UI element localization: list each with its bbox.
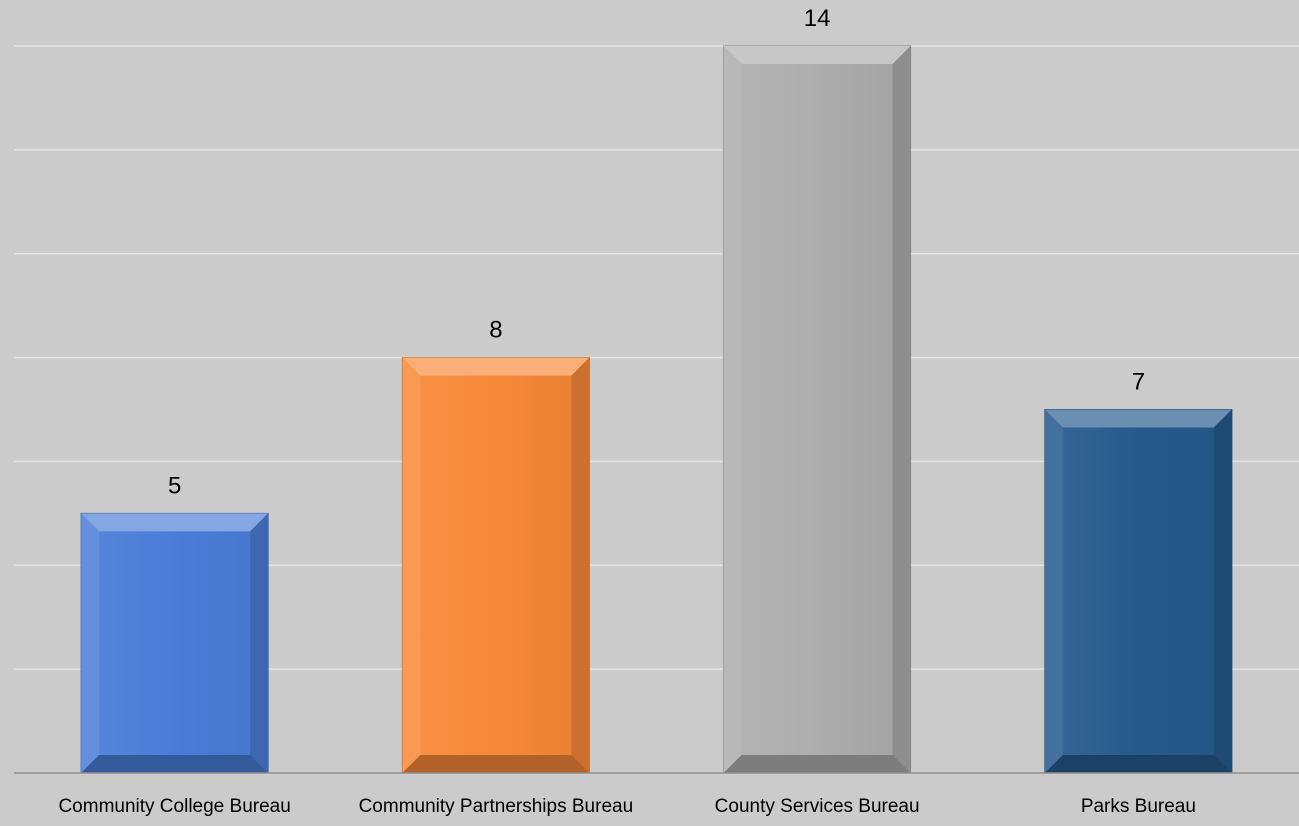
bar-bevel-bottom	[723, 755, 911, 773]
bar-body	[723, 45, 912, 774]
bar-bevel-top	[402, 357, 590, 376]
bar-bevel-right	[250, 513, 269, 773]
bar-bevel-top	[723, 46, 911, 64]
bar-bevel-right	[571, 357, 590, 773]
data-label: 5	[168, 472, 181, 499]
data-labels: 5 8 14 7	[168, 5, 1145, 499]
bar-bevel-left	[81, 513, 100, 773]
category-label: Parks Bureau	[1081, 796, 1196, 817]
bar-bevel-right	[1213, 409, 1232, 773]
category-label: Community Partnerships Bureau	[359, 796, 634, 817]
bar-bevel-bottom	[81, 755, 269, 773]
data-label: 8	[489, 317, 502, 344]
bar-3	[723, 45, 912, 774]
bar-4	[1044, 409, 1233, 774]
bar-bevel-left	[1044, 409, 1063, 773]
data-label: 7	[1132, 369, 1145, 396]
bar-body	[80, 512, 269, 774]
category-label: County Services Bureau	[715, 796, 920, 817]
bar-2	[401, 357, 590, 774]
bar-body	[1044, 409, 1233, 774]
bar-bevel-left	[723, 46, 742, 773]
bars	[80, 45, 1233, 774]
bar-bevel-bottom	[402, 755, 590, 773]
bar-bevel-right	[892, 46, 911, 773]
bar-body	[401, 357, 590, 774]
bar-bevel-top	[1044, 409, 1232, 428]
bar-bevel-top	[81, 513, 269, 532]
bar-bevel-bottom	[1044, 755, 1232, 773]
bar-bevel-left	[402, 357, 421, 773]
bar-1	[80, 512, 269, 774]
data-label: 14	[804, 5, 831, 32]
category-tick-labels: Community College Bureau Community Partne…	[58, 796, 1195, 817]
category-label: Community College Bureau	[58, 796, 290, 817]
